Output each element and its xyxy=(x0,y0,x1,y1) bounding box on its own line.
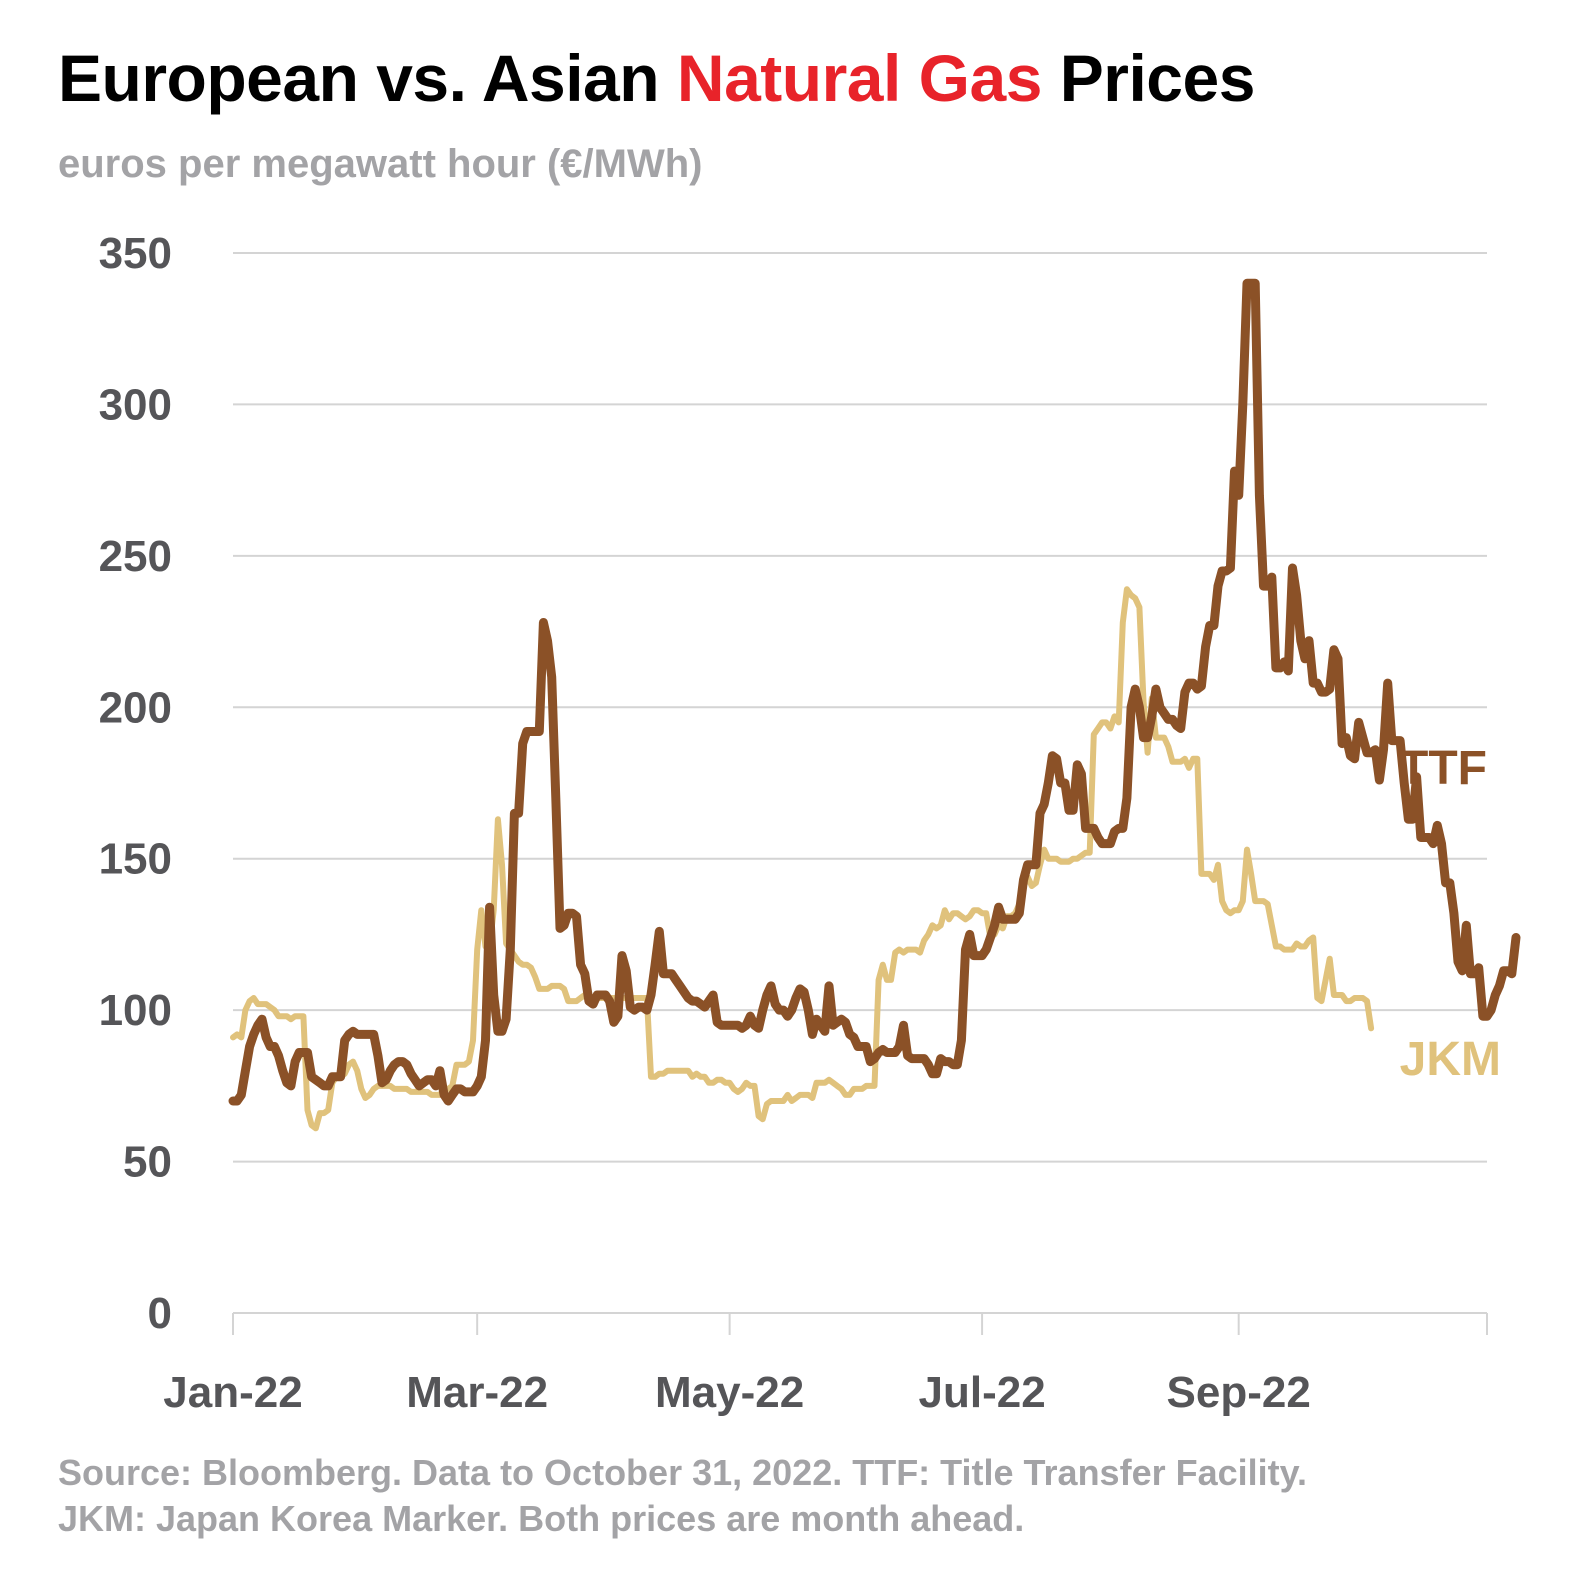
y-tick-label: 100 xyxy=(99,986,172,1035)
source-line-2: JKM: Japan Korea Marker. Both prices are… xyxy=(58,1498,1025,1539)
gridlines xyxy=(233,252,1487,1314)
series-label-jkm: JKM xyxy=(1400,1033,1501,1086)
series-label-ttf: TTF xyxy=(1399,742,1487,795)
series-line-jkm xyxy=(230,586,1375,1132)
x-tick-label: Jan-22 xyxy=(163,1368,302,1417)
chart-title: European vs. Asian Natural Gas Prices xyxy=(58,40,1255,116)
y-tick-label: 0 xyxy=(148,1289,172,1338)
series-labels: TTF JKM xyxy=(1399,742,1501,1086)
line-chart: 0 50 100 150 200 250 300 350 Jan-22 Mar-22 May-22 J… xyxy=(99,229,1521,1417)
series-line-ttf xyxy=(228,278,1521,1106)
title-part-1: European vs. Asian xyxy=(58,41,677,115)
y-tick-label: 200 xyxy=(99,683,172,732)
title-highlight: Natural Gas xyxy=(676,41,1042,115)
x-tick-label: Jul-22 xyxy=(919,1368,1046,1417)
y-tick-label: 350 xyxy=(99,229,172,278)
x-tick-label: May-22 xyxy=(655,1368,804,1417)
x-tick-label: Mar-22 xyxy=(406,1368,548,1417)
y-tick-label: 50 xyxy=(123,1138,172,1187)
title-part-2: Prices xyxy=(1041,41,1256,115)
chart-subtitle: euros per megawatt hour (€/MWh) xyxy=(58,142,703,186)
axes: 0 50 100 150 200 250 300 350 Jan-22 Mar-22 May-22 J… xyxy=(99,229,1488,1417)
series-lines xyxy=(228,278,1521,1132)
source-line-1: Source: Bloomberg. Data to October 31, 2… xyxy=(58,1452,1307,1493)
y-tick-label: 300 xyxy=(99,380,172,429)
source-note: Source: Bloomberg. Data to October 31, 2… xyxy=(58,1450,1558,1542)
x-tick-label: Sep-22 xyxy=(1167,1368,1311,1417)
y-tick-label: 250 xyxy=(99,532,172,581)
y-tick-label: 150 xyxy=(99,835,172,884)
